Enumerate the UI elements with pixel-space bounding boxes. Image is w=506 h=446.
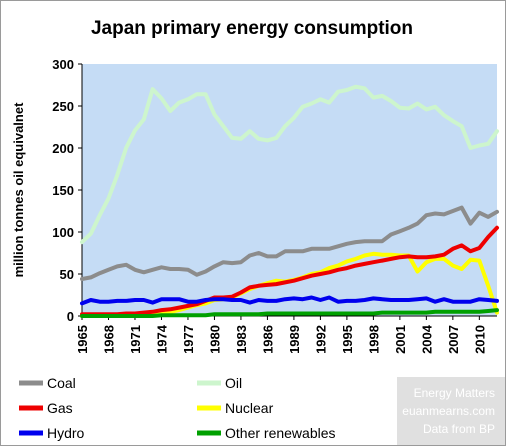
x-tick-label: 1998	[366, 325, 381, 354]
x-tick-label: 2010	[472, 325, 487, 354]
x-tick-label: 1995	[340, 325, 355, 354]
x-tick-label: 1974	[154, 324, 169, 354]
legend-label-nuclear: Nuclear	[225, 400, 274, 416]
x-tick-label: 1965	[75, 325, 90, 354]
x-tick-label: 2004	[419, 324, 434, 354]
legend-label-hydro: Hydro	[47, 425, 85, 441]
x-tick-label: 1980	[207, 325, 222, 354]
x-tick-label: 2007	[446, 325, 461, 354]
y-axis-ticks: 0 50 100 150 200 250 300	[52, 57, 82, 324]
x-tick-label: 2001	[393, 325, 408, 354]
x-tick-label: 1968	[101, 325, 116, 354]
y-tick-label: 300	[52, 57, 74, 72]
x-tick-label: 1986	[260, 325, 275, 354]
credit-line-2: euanmearns.com	[402, 404, 495, 418]
x-tick-label: 1992	[313, 325, 328, 354]
y-tick-label: 0	[67, 309, 74, 324]
series-line-other-renewables	[80, 308, 499, 318]
y-tick-label: 150	[52, 183, 74, 198]
legend-label-oil: Oil	[225, 375, 242, 391]
legend: Coal Oil Gas Nuclear Hydro Other renewables	[19, 375, 336, 441]
credit-box	[397, 377, 505, 445]
y-tick-label: 100	[52, 225, 74, 240]
credit-line-3: Data from BP	[423, 422, 495, 436]
plot-area	[82, 64, 497, 316]
credit-line-1: Energy Matters	[414, 386, 495, 400]
x-tick-label: 1977	[181, 325, 196, 354]
series-line-hydro	[80, 295, 499, 306]
chart-title: Japan primary energy consumption	[91, 18, 413, 39]
y-tick-label: 200	[52, 141, 74, 156]
x-axis-ticks: 1965 1968 1971 1974 1977 1980 1983 1986 1989 1992…	[75, 316, 487, 354]
series-line-oil	[80, 84, 499, 245]
x-tick-label: 1989	[287, 325, 302, 354]
x-tick-label: 1971	[128, 325, 143, 354]
series-line-gas	[80, 225, 499, 317]
y-tick-label: 250	[52, 99, 74, 114]
legend-label-coal: Coal	[47, 375, 76, 391]
x-tick-label: 1983	[234, 325, 249, 354]
legend-label-gas: Gas	[47, 400, 73, 416]
legend-label-other-renewables: Other renewables	[225, 425, 336, 441]
series-line-coal	[80, 205, 499, 281]
series-layer	[80, 84, 499, 318]
y-tick-label: 50	[60, 267, 74, 282]
y-axis-title: million tonnes oil equivalnet	[11, 102, 26, 277]
